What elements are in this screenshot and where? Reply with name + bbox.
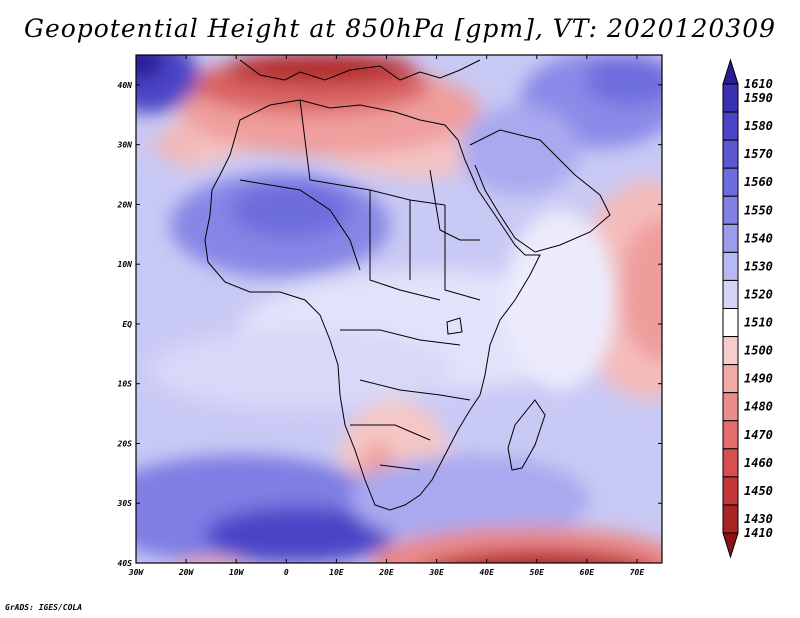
- colorbar-swatch: [722, 195, 739, 225]
- lat-label: 40N: [118, 81, 133, 90]
- colorbar-label: 1490: [744, 372, 773, 386]
- lon-label: 30W: [128, 568, 145, 577]
- lon-label: 20E: [378, 568, 394, 577]
- longitude-labels: 30W 20W 10W 0 10E 20E 30E 40E 50E 60E 70E: [128, 568, 645, 577]
- colorbar-label: 1590: [744, 91, 773, 105]
- colorbar-label: 1530: [744, 259, 773, 273]
- colorbar-swatch: [722, 111, 739, 141]
- colorbar-swatch: [722, 448, 739, 478]
- lon-label: 40E: [479, 568, 494, 577]
- lon-label: 10W: [229, 568, 245, 577]
- colorbar-swatch: [722, 504, 739, 534]
- lat-label: 10S: [118, 380, 133, 389]
- colorbar-swatch: [722, 308, 739, 338]
- lon-label: 0: [284, 568, 289, 577]
- colorbar-label: 1510: [744, 316, 773, 330]
- colorbar-label: 1480: [744, 400, 773, 414]
- colorbar-label: 1610: [744, 77, 773, 91]
- colorbar-label: 1500: [744, 344, 773, 358]
- grads-credit: GrADS: IGES/COLA: [5, 603, 83, 612]
- height-field: [136, 55, 662, 563]
- colorbar-label: 1430: [744, 512, 773, 526]
- colorbar-arrow-bottom: [722, 532, 739, 559]
- latitude-labels: 40N 30N 20N 10N EQ 10S 20S 30S 40S: [117, 81, 133, 568]
- lat-label: 10N: [118, 260, 133, 269]
- map-title: Geopotential Height at 850hPa [gpm], VT:…: [23, 14, 777, 43]
- colorbar-swatch: [722, 476, 739, 506]
- colorbar-swatch: [722, 392, 739, 422]
- colorbar-swatch: [722, 364, 739, 394]
- coastlines: [204, 59, 611, 511]
- colorbar-label: 1550: [744, 203, 773, 217]
- plot-frame: [135, 54, 663, 564]
- lat-label: 30S: [117, 499, 133, 508]
- colorbar-arrow-top: [722, 58, 739, 85]
- lon-label: 30E: [428, 568, 444, 577]
- lon-label: 20W: [178, 568, 195, 577]
- colorbar-label: 1520: [744, 287, 773, 301]
- lon-label: 60E: [580, 568, 595, 577]
- colorbar: [722, 58, 739, 559]
- colorbar-swatch: [722, 139, 739, 169]
- colorbar-swatch: [722, 279, 739, 309]
- lon-label: 50E: [530, 568, 545, 577]
- colorbar-swatch: [722, 420, 739, 450]
- colorbar-label: 1470: [744, 428, 773, 442]
- lat-label: EQ: [122, 320, 132, 329]
- lat-label: 20S: [117, 439, 133, 448]
- lat-label: 30N: [117, 141, 133, 150]
- colorbar-swatch: [722, 336, 739, 366]
- lat-label: 20N: [117, 200, 133, 209]
- colorbar-swatch: [722, 251, 739, 281]
- lon-label: 70E: [630, 568, 645, 577]
- colorbar-swatch: [722, 167, 739, 197]
- colorbar-label: 1460: [744, 456, 773, 470]
- colorbar-label: 1410: [744, 526, 773, 540]
- colorbar-label: 1570: [744, 147, 773, 161]
- colorbar-swatch: [722, 83, 739, 113]
- colorbar-label: 1540: [744, 231, 773, 245]
- colorbar-label: 1450: [744, 484, 773, 498]
- colorbar-swatch: [722, 223, 739, 253]
- lon-label: 10E: [329, 568, 344, 577]
- colorbar-label: 1580: [744, 119, 773, 133]
- axis-ticks: [135, 55, 662, 564]
- colorbar-label: 1560: [744, 175, 773, 189]
- lat-label: 40S: [118, 559, 133, 568]
